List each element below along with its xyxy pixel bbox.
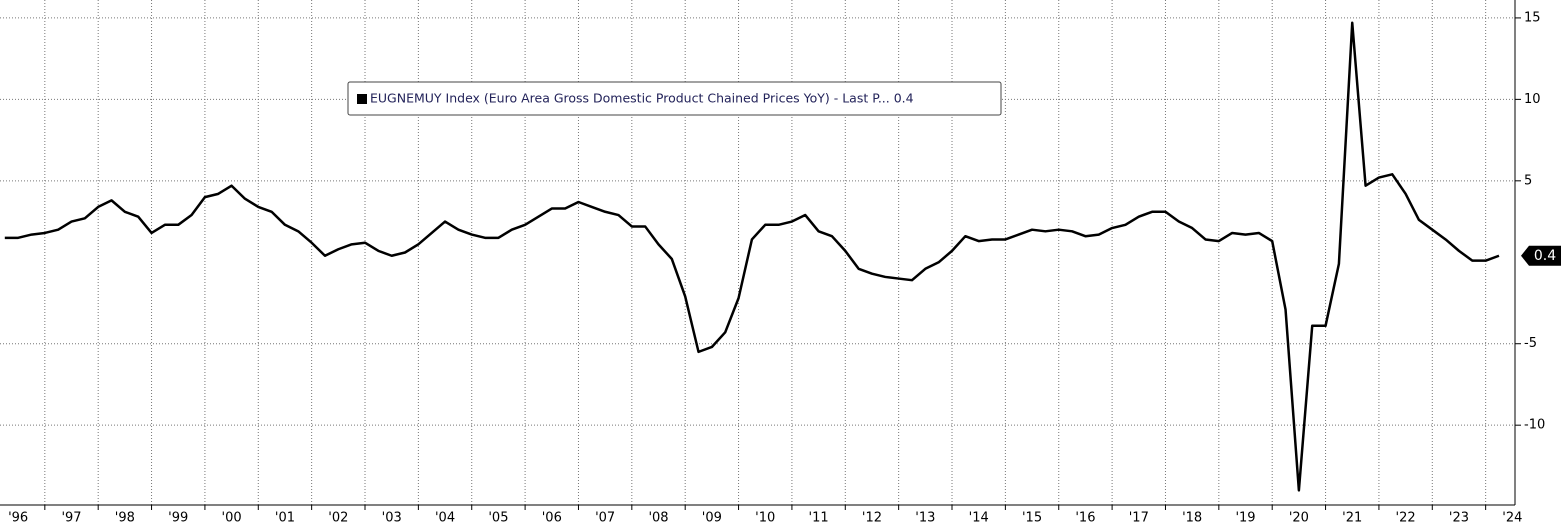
x-tick-label: '99 [168, 511, 188, 526]
x-tick-label: '12 [862, 511, 882, 526]
x-tick-label: '96 [8, 511, 28, 526]
x-tick-label: '20 [1289, 511, 1309, 526]
x-tick-label: '16 [1075, 511, 1095, 526]
legend-label: EUGNEMUY Index (Euro Area Gross Domestic… [370, 91, 914, 106]
x-tick-label: '97 [61, 511, 81, 526]
legend: EUGNEMUY Index (Euro Area Gross Domestic… [347, 81, 1002, 116]
x-tick-label: '09 [702, 511, 722, 526]
x-tick-label: '22 [1396, 511, 1416, 526]
x-tick-label: '10 [755, 511, 775, 526]
x-tick-label: '15 [1022, 511, 1042, 526]
x-tick-label: '01 [275, 511, 295, 526]
y-tick-label: 15 [1524, 10, 1541, 25]
legend-box [347, 81, 1002, 116]
x-tick-label: '05 [488, 511, 508, 526]
y-tick-label: 5 [1524, 173, 1532, 188]
x-tick-label: '06 [542, 511, 562, 526]
x-tick-label: '02 [328, 511, 348, 526]
y-tick-label: -10 [1524, 418, 1545, 433]
x-tick-label: '24 [1502, 511, 1522, 526]
x-tick-label: '08 [648, 511, 668, 526]
y-tick-label: 10 [1524, 92, 1541, 107]
legend-swatch [357, 94, 367, 104]
x-tick-label: '21 [1342, 511, 1362, 526]
x-tick-label: '03 [382, 511, 402, 526]
x-tick-label: '18 [1182, 511, 1202, 526]
series-line [4, 21, 1500, 492]
x-tick-label: '07 [595, 511, 615, 526]
last-value-label: 0.4 [1534, 248, 1556, 264]
x-tick-label: '00 [222, 511, 242, 526]
x-tick-label: '14 [969, 511, 989, 526]
x-tick-label: '13 [915, 511, 935, 526]
last-value-tag [1521, 245, 1561, 266]
x-tick-label: '04 [435, 511, 455, 526]
x-tick-label: '17 [1129, 511, 1149, 526]
x-tick-label: '98 [115, 511, 135, 526]
x-tick-label: '19 [1235, 511, 1255, 526]
x-tick-label: '11 [809, 511, 829, 526]
y-tick-label: -5 [1524, 336, 1537, 351]
x-tick-label: '23 [1449, 511, 1469, 526]
